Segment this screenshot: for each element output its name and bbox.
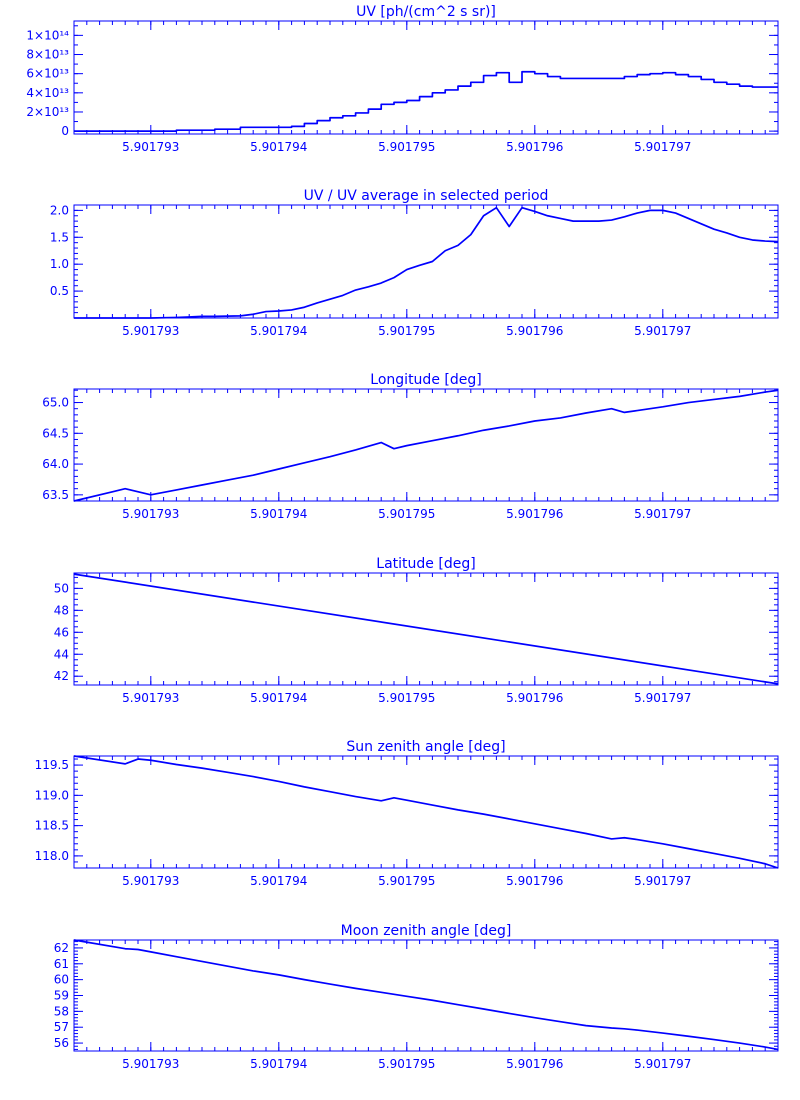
series-line-1 <box>73 573 779 685</box>
series-line-1 <box>73 939 779 1051</box>
x-tick-label: 5.901797 <box>634 140 691 154</box>
y-tick-label: 65.0 <box>42 396 69 410</box>
x-tick-label: 5.901797 <box>634 1057 691 1071</box>
x-tick-label: 5.901794 <box>250 140 307 154</box>
y-tick-label: 1×10¹⁴ <box>26 28 69 42</box>
y-tick-label: 63.5 <box>42 488 69 502</box>
y-tick-label: 50 <box>54 581 69 595</box>
x-tick-label: 5.901793 <box>122 140 179 154</box>
y-tick-label: 118.5 <box>35 819 69 833</box>
y-tick-label: 1.5 <box>50 230 69 244</box>
chart-title: Latitude [deg] <box>376 556 475 572</box>
y-tick-label: 61 <box>54 957 69 971</box>
chart-panel-2: UV / UV average in selected period 5.9017… <box>50 188 779 338</box>
series-line-1 <box>73 755 779 869</box>
chart-panel-3: Longitude [deg] 5.901793 5.901794 5.901795 5… <box>42 372 779 521</box>
x-tick-label: 5.901793 <box>122 874 179 888</box>
x-tick-label: 5.901795 <box>378 507 435 521</box>
x-tick-label: 5.901795 <box>378 140 435 154</box>
x-tick-label: 5.901797 <box>634 691 691 705</box>
plot-frame <box>73 388 779 502</box>
y-tick-label: 118.0 <box>35 849 69 863</box>
chart-title: Longitude [deg] <box>370 372 481 388</box>
y-tick-label: 58 <box>54 1004 69 1018</box>
x-tick-label: 5.901796 <box>506 691 563 705</box>
x-tick-label: 5.901795 <box>378 324 435 338</box>
x-tick-label: 5.901797 <box>634 874 691 888</box>
y-tick-label: 56 <box>54 1036 69 1050</box>
y-tick-label: 62 <box>54 941 69 955</box>
y-tick-label: 1.0 <box>50 257 69 271</box>
chart-title: UV / UV average in selected period <box>304 188 549 204</box>
x-tick-label: 5.901793 <box>122 691 179 705</box>
chart-panel-1: UV [ph/(cm^2 s sr)] 5.901793 5.901794 5.901… <box>26 4 779 154</box>
y-tick-label: 64.5 <box>42 426 69 440</box>
x-tick-label: 5.901796 <box>506 140 563 154</box>
x-tick-label: 5.901797 <box>634 507 691 521</box>
y-tick-label: 4×10¹³ <box>26 86 69 100</box>
y-tick-label: 2.0 <box>50 203 69 217</box>
chart-title: Moon zenith angle [deg] <box>341 923 512 939</box>
plot-frame <box>73 20 779 135</box>
y-tick-label: 42 <box>54 669 69 683</box>
y-tick-label: 6×10¹³ <box>26 67 69 81</box>
y-tick-label: 0 <box>61 124 69 138</box>
series-line-1 <box>74 70 778 132</box>
series-line-1 <box>74 206 779 319</box>
series-line-1 <box>73 389 779 502</box>
y-tick-label: 119.5 <box>35 758 69 772</box>
x-tick-label: 5.901796 <box>506 874 563 888</box>
y-tick-label: 60 <box>54 973 69 987</box>
x-tick-label: 5.901795 <box>378 691 435 705</box>
y-tick-label: 8×10¹³ <box>26 48 69 62</box>
x-tick-label: 5.901796 <box>506 507 563 521</box>
x-tick-label: 5.901794 <box>250 691 307 705</box>
x-tick-label: 5.901795 <box>378 874 435 888</box>
plot-frame <box>73 204 779 319</box>
x-tick-label: 5.901793 <box>122 1057 179 1071</box>
x-tick-label: 5.901797 <box>634 324 691 338</box>
y-tick-label: 0.5 <box>50 284 69 298</box>
y-tick-label: 44 <box>54 647 69 661</box>
chart-panel-4: Latitude [deg] 5.901793 5.901794 5.901795 5.… <box>54 556 779 705</box>
x-tick-label: 5.901796 <box>506 324 563 338</box>
y-tick-label: 2×10¹³ <box>26 105 69 119</box>
y-tick-label: 64.0 <box>42 457 69 471</box>
x-tick-label: 5.901794 <box>250 874 307 888</box>
plot-frame <box>73 755 779 869</box>
chart-title: Sun zenith angle [deg] <box>346 739 505 755</box>
y-tick-label: 57 <box>54 1020 69 1034</box>
plot-frame <box>73 572 779 686</box>
y-tick-label: 46 <box>54 625 69 639</box>
x-tick-label: 5.901794 <box>250 324 307 338</box>
y-tick-label: 48 <box>54 603 69 617</box>
x-tick-label: 5.901794 <box>250 507 307 521</box>
y-tick-label: 119.0 <box>35 788 69 802</box>
x-tick-label: 5.901796 <box>506 1057 563 1071</box>
chart-panel-6: Moon zenith angle [deg] 5.901793 5.901794 5… <box>54 923 779 1071</box>
x-tick-label: 5.901793 <box>122 507 179 521</box>
x-tick-label: 5.901793 <box>122 324 179 338</box>
x-tick-label: 5.901794 <box>250 1057 307 1071</box>
x-tick-label: 5.901795 <box>378 1057 435 1071</box>
y-tick-label: 59 <box>54 989 69 1003</box>
chart-panel-5: Sun zenith angle [deg] 5.901793 5.901794 5.… <box>35 739 779 888</box>
chart-title: UV [ph/(cm^2 s sr)] <box>356 4 496 20</box>
